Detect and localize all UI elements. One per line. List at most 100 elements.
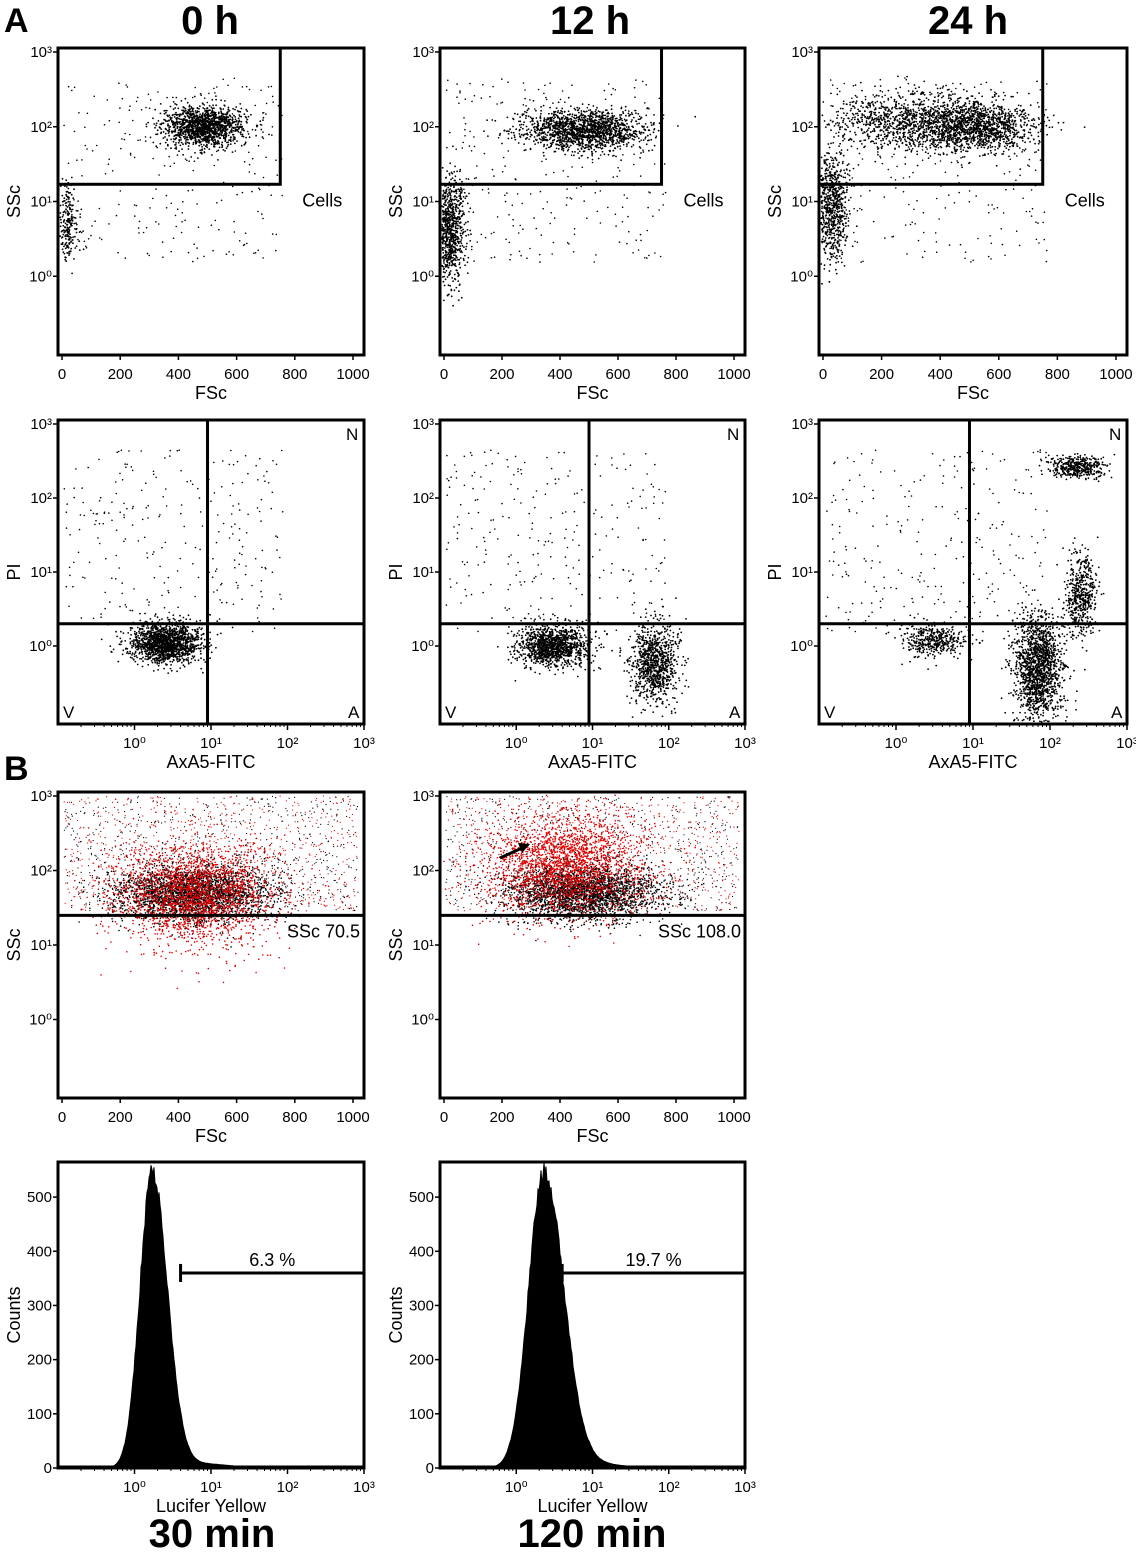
scatter-point — [62, 233, 65, 236]
scatter-point — [912, 90, 914, 93]
scatter-point — [258, 188, 261, 191]
scatter-point — [459, 234, 462, 237]
scatter-point — [899, 139, 902, 142]
scatter-point — [449, 219, 452, 222]
scatter-point — [447, 256, 450, 258]
scatter-point — [181, 121, 184, 123]
scatter-point — [613, 115, 616, 117]
scatter-point — [497, 136, 500, 139]
scatter-point — [587, 148, 590, 151]
scatter-point — [475, 176, 478, 179]
scatter-point — [204, 145, 207, 148]
scatter-point — [152, 117, 154, 120]
scatter-point — [591, 128, 594, 131]
scatter-point — [602, 137, 605, 139]
scatter-point — [155, 133, 157, 136]
scatter-point — [583, 121, 585, 123]
scatter-point — [465, 234, 468, 237]
scatter-point — [543, 137, 545, 139]
scatter-point — [206, 131, 209, 134]
scatter-point — [247, 133, 250, 135]
scatter-point — [554, 110, 557, 113]
scatter-point — [522, 134, 525, 137]
scatter-point — [635, 79, 637, 81]
scatter-point — [198, 122, 200, 124]
scatter-point — [448, 210, 451, 213]
scatter-point — [635, 133, 638, 136]
scatter-point — [175, 96, 178, 99]
scatter-point — [587, 103, 590, 106]
scatter-point — [190, 136, 192, 139]
scatter-point — [564, 125, 567, 127]
scatter-point — [216, 150, 218, 153]
scatter-point — [155, 188, 157, 190]
scatter-point — [543, 131, 545, 134]
scatter-point — [450, 191, 453, 193]
scatter-point — [521, 202, 523, 205]
scatter-point — [458, 240, 460, 243]
scatter-point — [567, 96, 570, 99]
scatter-point — [202, 118, 205, 121]
scatter-point — [62, 229, 65, 231]
scatter-point — [192, 113, 195, 116]
scatter-point — [644, 257, 646, 259]
scatter-point — [595, 180, 598, 182]
scatter-point — [895, 100, 898, 103]
scatter-point — [444, 199, 447, 202]
scatter-point — [597, 146, 600, 149]
scatter-point — [583, 200, 585, 202]
scatter-point — [874, 101, 877, 104]
scatter-point — [224, 126, 226, 128]
scatter-point — [108, 158, 110, 160]
scatter-point — [942, 95, 945, 98]
scatter-point — [160, 123, 163, 126]
scatter-point — [581, 130, 584, 132]
scatter-point — [557, 101, 560, 104]
scatter-point — [631, 113, 634, 116]
scatter-point — [843, 133, 846, 136]
scatter-point — [222, 108, 225, 110]
scatter-point — [80, 231, 83, 234]
scatter-point — [187, 111, 190, 114]
scatter-point — [469, 207, 472, 210]
scatter-point — [455, 259, 457, 262]
scatter-point — [487, 135, 489, 138]
scatter-point — [459, 225, 462, 228]
scatter-point — [545, 98, 548, 101]
scatter-point — [77, 238, 79, 241]
scatter-point — [590, 117, 593, 120]
scatter-point — [590, 111, 593, 113]
scatter-point — [177, 107, 180, 110]
scatter-point — [611, 143, 614, 146]
scatter-point — [916, 140, 918, 142]
scatter-point — [446, 170, 449, 173]
scatter-point — [463, 246, 465, 249]
scatter-point — [248, 88, 251, 91]
scatter-point — [539, 116, 542, 119]
scatter-point — [257, 144, 260, 147]
scatter-point — [207, 136, 210, 139]
scatter-point — [70, 210, 73, 213]
scatter-point — [553, 121, 556, 124]
scatter-point — [927, 98, 930, 101]
scatter-point — [188, 104, 191, 107]
scatter-point — [444, 243, 447, 246]
scatter-point — [459, 245, 462, 248]
scatter-point — [490, 257, 493, 259]
scatter-point — [165, 194, 168, 197]
scatter-point — [63, 252, 66, 255]
scatter-point — [178, 128, 181, 131]
scatter-point — [63, 197, 66, 200]
scatter-point — [180, 231, 183, 234]
scatter-point — [262, 119, 264, 121]
scatter-point — [562, 123, 564, 126]
scatter-point — [213, 130, 216, 133]
scatter-point — [582, 114, 585, 116]
scatter-point — [609, 121, 612, 124]
scatter-point — [589, 134, 591, 137]
scatter-point — [234, 150, 237, 152]
scatter-point — [140, 109, 143, 111]
scatter-point — [214, 117, 217, 120]
scatter-point — [85, 247, 88, 249]
scatter-point — [916, 153, 919, 156]
